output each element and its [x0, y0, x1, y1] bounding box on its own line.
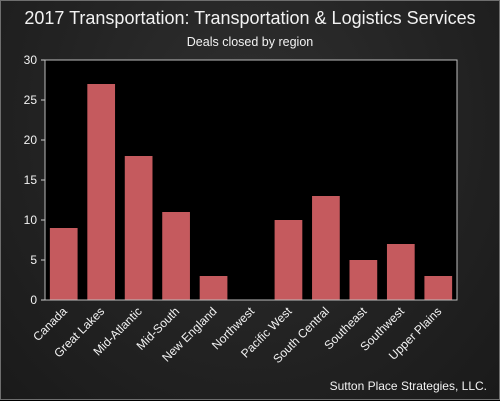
- credit-text: Sutton Place Strategies, LLC.: [329, 379, 487, 393]
- y-tick-label: 5: [30, 253, 37, 267]
- bar-southeast: [349, 260, 378, 300]
- chart-subtitle: Deals closed by region: [186, 35, 314, 49]
- chart-title: 2017 Transportation: Transportation & Lo…: [24, 8, 476, 28]
- y-tick-label: 10: [24, 213, 38, 227]
- y-tick-label: 15: [24, 173, 38, 187]
- y-tick-label: 30: [24, 53, 38, 67]
- bar-mid-south: [162, 212, 190, 300]
- bar-south-central: [312, 196, 340, 300]
- bar-pacific-west: [274, 220, 303, 300]
- bar-southwest: [386, 244, 415, 300]
- bar-great-lakes: [87, 84, 116, 300]
- y-tick-label: 25: [24, 93, 38, 107]
- y-tick-label: 20: [24, 133, 38, 147]
- y-tick-label: 0: [30, 293, 37, 307]
- bar-upper-plains: [424, 276, 453, 300]
- bar-new-england: [199, 276, 228, 300]
- plot-border: [44, 59, 458, 301]
- bar-mid-atlantic: [124, 156, 153, 300]
- bar-canada: [49, 228, 78, 300]
